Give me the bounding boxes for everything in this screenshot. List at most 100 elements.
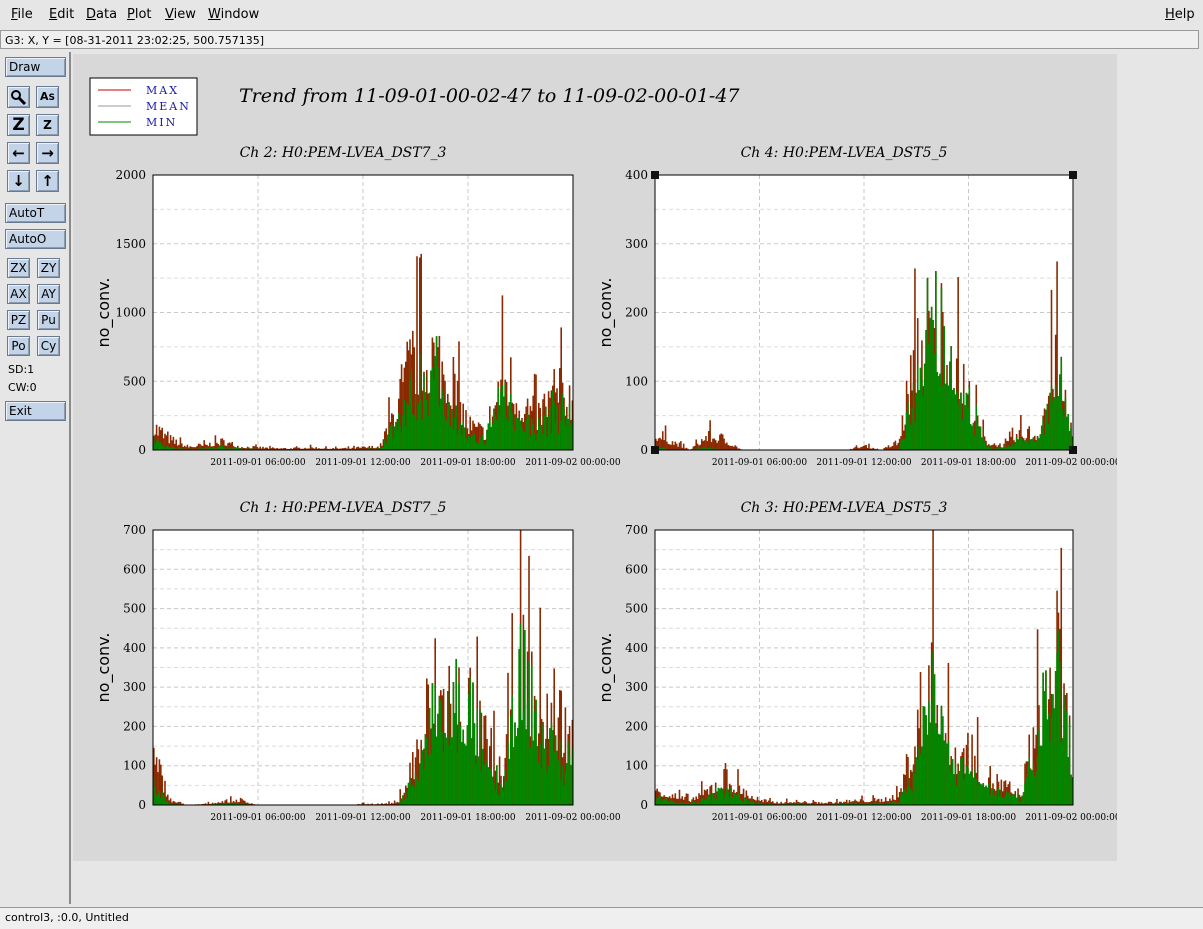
max-bar — [266, 447, 268, 450]
min-bar — [1000, 790, 1003, 805]
min-bar — [971, 776, 973, 805]
zoom-big-z-icon[interactable]: Z — [7, 114, 30, 136]
min-bar — [765, 803, 767, 805]
min-bar — [734, 793, 737, 805]
max-bar — [657, 438, 660, 450]
min-bar — [988, 446, 990, 450]
max-bar — [272, 447, 274, 450]
max-bar — [667, 797, 670, 805]
zy-button[interactable]: ZY — [37, 258, 60, 278]
min-bar — [486, 762, 488, 805]
min-bar — [682, 803, 685, 805]
min-bar — [912, 382, 915, 450]
min-bar — [372, 447, 375, 450]
max-bar — [976, 717, 979, 805]
ay-button[interactable]: AY — [37, 284, 60, 304]
pz-button[interactable]: PZ — [7, 310, 30, 330]
min-bar — [416, 776, 418, 805]
plot-canvas-area[interactable]: MAX MEAN MIN Trend from 11-09-01-00-02-4… — [73, 54, 1117, 861]
max-bar — [994, 445, 997, 450]
max-bar — [680, 441, 682, 450]
cy-button[interactable]: Cy — [37, 336, 60, 356]
max-bar — [227, 443, 229, 450]
draw-button[interactable]: Draw — [5, 57, 66, 77]
menu-window[interactable]: Window — [208, 7, 260, 22]
max-bar — [728, 445, 731, 450]
max-bar — [392, 414, 394, 450]
pu-button[interactable]: Pu — [37, 310, 60, 330]
min-bar — [315, 448, 317, 450]
arrow-up-icon[interactable]: ↑ — [36, 170, 59, 192]
min-bar — [983, 441, 986, 450]
ax-button[interactable]: AX — [7, 284, 30, 304]
max-bar — [202, 445, 204, 450]
min-bar — [986, 447, 989, 450]
min-bar — [696, 800, 699, 805]
min-bar — [497, 387, 499, 450]
min-bar — [1045, 409, 1047, 450]
max-bar — [691, 799, 693, 805]
plot-svg[interactable]: MAX MEAN MIN Trend from 11-09-01-00-02-4… — [73, 54, 1117, 861]
po-button[interactable]: Po — [7, 336, 30, 356]
min-bar — [491, 776, 494, 805]
min-bar — [193, 448, 196, 450]
menu-view[interactable]: View — [165, 7, 196, 22]
min-bar — [539, 425, 541, 450]
menu-data[interactable]: Data — [86, 7, 118, 22]
max-bar — [202, 803, 204, 805]
exit-button[interactable]: Exit — [5, 401, 66, 421]
max-bar — [787, 803, 789, 805]
zoom-small-z-icon[interactable]: Z — [36, 114, 59, 136]
min-bar — [535, 699, 537, 805]
max-bar — [780, 801, 782, 805]
max-bar — [165, 435, 168, 450]
text-as-icon[interactable]: AS — [36, 86, 59, 108]
y-tick-label: 2000 — [115, 168, 146, 182]
autoo-button[interactable]: AutoO — [5, 229, 66, 249]
min-bar — [441, 389, 443, 450]
autot-button[interactable]: AutoT — [5, 203, 66, 223]
min-bar — [971, 425, 973, 450]
min-bar — [919, 367, 922, 450]
min-bar — [517, 417, 519, 450]
max-bar — [700, 781, 703, 805]
min-bar — [437, 367, 439, 450]
max-bar — [379, 443, 382, 450]
max-bar — [384, 803, 386, 805]
min-bar — [891, 801, 894, 805]
min-bar — [993, 794, 996, 805]
max-bar — [532, 395, 534, 450]
min-bar — [504, 382, 506, 450]
min-bar — [452, 429, 455, 450]
menu-file[interactable]: File — [11, 7, 33, 22]
arrow-down-icon[interactable]: ↓ — [7, 170, 30, 192]
magnifier-icon[interactable] — [7, 86, 30, 108]
min-bar — [1006, 447, 1008, 450]
max-bar — [884, 447, 887, 450]
min-bar — [239, 448, 242, 450]
min-bar — [230, 448, 232, 450]
min-bar — [519, 624, 522, 805]
max-bar — [298, 447, 301, 450]
y-tick-label: 400 — [123, 641, 146, 655]
max-bar — [883, 448, 886, 450]
arrow-left-icon[interactable]: ← — [7, 142, 30, 164]
max-bar — [241, 446, 243, 450]
arrow-right-icon[interactable]: → — [36, 142, 59, 164]
menu-plot[interactable]: Plot — [127, 7, 152, 22]
zx-button[interactable]: ZX — [7, 258, 30, 278]
min-bar — [389, 425, 392, 450]
menu-help[interactable]: Help — [1165, 7, 1195, 22]
min-bar — [1003, 797, 1005, 805]
min-bar — [915, 392, 918, 450]
max-bar — [684, 448, 686, 450]
min-bar — [1042, 672, 1044, 805]
max-bar — [663, 440, 665, 450]
max-bar — [221, 801, 224, 805]
max-bar — [767, 800, 770, 805]
min-bar — [939, 734, 941, 805]
min-bar — [498, 413, 501, 450]
menu-edit[interactable]: Edit — [49, 7, 75, 22]
min-bar — [948, 764, 951, 805]
min-bar — [911, 791, 913, 805]
